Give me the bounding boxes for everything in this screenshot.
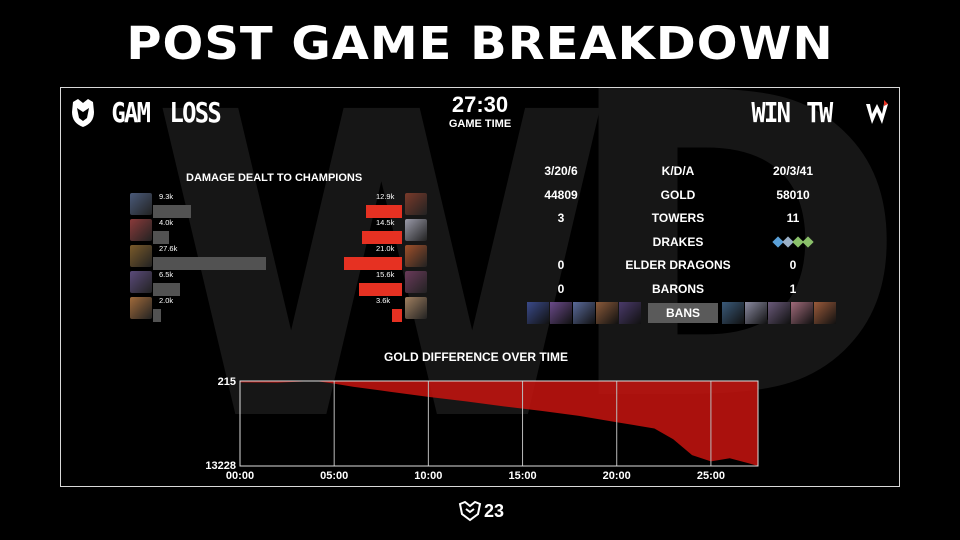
stat-right-value: 58010 bbox=[776, 187, 810, 202]
damage-label: 2.0k bbox=[159, 296, 174, 305]
gam-logo-icon bbox=[72, 98, 94, 127]
stat-right-value: 1 bbox=[789, 281, 797, 296]
damage-bar bbox=[153, 257, 266, 270]
stat-label: ELDER DRAGONS bbox=[625, 258, 731, 272]
champion-portrait bbox=[405, 245, 427, 267]
damage-bar bbox=[392, 309, 402, 322]
stat-label: TOWERS bbox=[651, 211, 705, 225]
stat-left-value: 3/20/6 bbox=[544, 164, 578, 178]
game-time-value: 27:30 bbox=[451, 92, 509, 117]
stat-left-value: 44809 bbox=[544, 187, 578, 202]
chemtech-drake-icon bbox=[802, 235, 814, 248]
stat-row: 0 BARONS 1 bbox=[530, 282, 830, 300]
gold-chart-title: GOLD DIFFERENCE OVER TIME bbox=[384, 350, 569, 364]
damage-bar bbox=[366, 205, 402, 218]
ban-portrait bbox=[619, 302, 641, 324]
team-left-header: GAM LOSS bbox=[70, 96, 224, 129]
team-left-name: GAM bbox=[111, 96, 151, 129]
champion-portrait bbox=[130, 297, 152, 319]
stat-row: 3 TOWERS 11 bbox=[530, 211, 830, 229]
champion-portrait bbox=[405, 271, 427, 293]
damage-label: 27.6k bbox=[159, 244, 178, 253]
champion-portrait bbox=[130, 245, 152, 267]
damage-label: 14.5k bbox=[376, 218, 395, 227]
team-right-header: WIN TW bbox=[748, 96, 890, 129]
damage-label: 4.0k bbox=[159, 218, 174, 227]
damage-bar bbox=[359, 283, 402, 296]
stat-label: K/D/A bbox=[661, 164, 695, 178]
bans-label: BANS bbox=[648, 303, 718, 323]
team-right-name: TW bbox=[806, 96, 834, 129]
damage-label: 21.0k bbox=[376, 244, 395, 253]
champion-portrait bbox=[130, 219, 152, 241]
stat-label: BARONS bbox=[651, 281, 704, 296]
ban-portrait bbox=[791, 302, 813, 324]
ban-portrait bbox=[550, 302, 572, 324]
damage-title: DAMAGE DEALT TO CHAMPIONS bbox=[186, 172, 363, 184]
ban-portrait bbox=[596, 302, 618, 324]
bans-row: BANS bbox=[527, 302, 837, 324]
stat-right-value: 20/3/41 bbox=[772, 164, 814, 178]
champion-portrait bbox=[405, 193, 427, 215]
ban-portrait bbox=[722, 302, 744, 324]
stat-right-value bbox=[762, 235, 824, 249]
damage-bar bbox=[362, 231, 402, 244]
worlds-crest-icon bbox=[458, 500, 482, 522]
stat-left-value: 3 bbox=[557, 211, 565, 225]
stat-left-value: 0 bbox=[557, 281, 565, 296]
ban-portrait bbox=[573, 302, 595, 324]
stat-label: DRAKES bbox=[652, 234, 704, 249]
stat-label: GOLD bbox=[660, 187, 696, 202]
damage-bar bbox=[153, 205, 192, 218]
ban-portrait bbox=[527, 302, 549, 324]
stat-row: DRAKES bbox=[530, 235, 830, 253]
game-time: 27:30 GAME TIME bbox=[430, 92, 530, 130]
page-title: POST GAME BREAKDOWN bbox=[126, 17, 834, 71]
damage-label: 3.6k bbox=[376, 296, 391, 305]
stat-right-value: 11 bbox=[786, 211, 800, 225]
breakdown-panel bbox=[60, 87, 900, 487]
worlds-year: 23 bbox=[484, 500, 505, 521]
damage-label: 9.3k bbox=[159, 192, 174, 201]
game-time-label: GAME TIME bbox=[448, 118, 512, 130]
damage-bar bbox=[153, 283, 180, 296]
champion-portrait bbox=[405, 219, 427, 241]
team-left-result: LOSS bbox=[169, 96, 221, 129]
damage-bar bbox=[153, 309, 162, 322]
ban-portrait bbox=[814, 302, 836, 324]
stat-row: 44809 GOLD 58010 bbox=[530, 188, 830, 206]
worlds-logo: 23 bbox=[458, 500, 504, 522]
stat-right-value: 0 bbox=[789, 258, 797, 272]
stat-row: 0 ELDER DRAGONS 0 bbox=[530, 258, 830, 276]
champion-portrait bbox=[130, 193, 152, 215]
damage-label: 6.5k bbox=[159, 270, 174, 279]
damage-label: 15.6k bbox=[376, 270, 395, 279]
team-right-result: WIN bbox=[751, 96, 791, 129]
champion-portrait bbox=[130, 271, 152, 293]
ban-portrait bbox=[745, 302, 767, 324]
stat-row: 3/20/6 K/D/A 20/3/41 bbox=[530, 164, 830, 182]
damage-bar bbox=[344, 257, 402, 270]
stat-left-value: 0 bbox=[557, 258, 565, 272]
ban-portrait bbox=[768, 302, 790, 324]
damage-label: 12.9k bbox=[376, 192, 395, 201]
tw-logo-icon bbox=[866, 99, 888, 124]
damage-bar bbox=[153, 231, 170, 244]
champion-portrait bbox=[405, 297, 427, 319]
